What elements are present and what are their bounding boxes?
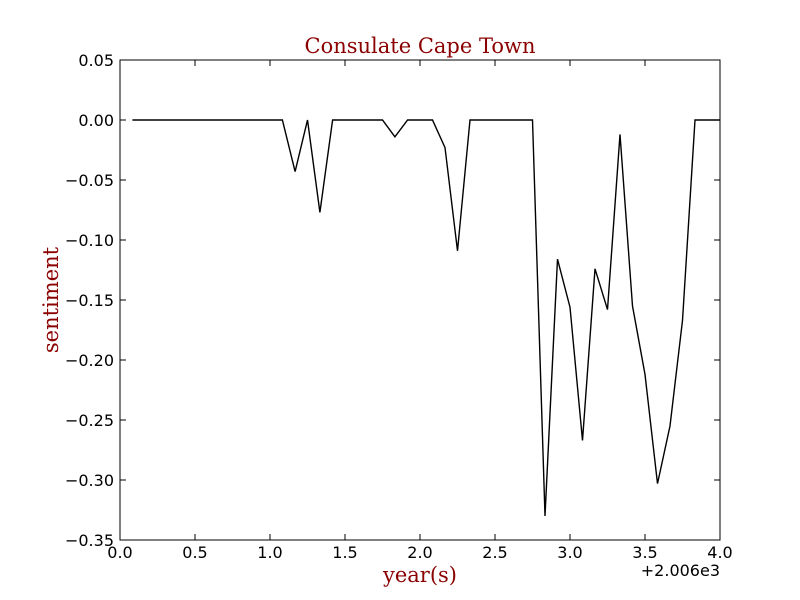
x-axis-label: year(s): [382, 563, 457, 587]
y-tick-label: −0.20: [65, 351, 114, 370]
plot-frame: [119, 59, 721, 541]
y-axis-label: sentiment: [39, 246, 63, 353]
x-tick-label: 1.5: [332, 543, 357, 562]
y-tick-label: −0.15: [65, 291, 114, 310]
y-tick-label: −0.30: [65, 471, 114, 490]
x-tick-label: 3.0: [557, 543, 582, 562]
y-tick-label: 0.05: [78, 51, 114, 70]
x-tick-label: 0.0: [107, 543, 132, 562]
x-tick-label: 3.5: [632, 543, 657, 562]
series-line: [132, 119, 720, 517]
y-tick-label: −0.05: [65, 171, 114, 190]
x-tick-label: 2.5: [482, 543, 507, 562]
x-tick-label: 1.0: [257, 543, 282, 562]
y-tick-label: 0.00: [78, 111, 114, 130]
y-tick-label: −0.10: [65, 231, 114, 250]
x-offset-label: +2.006e3: [641, 561, 720, 580]
axis-tick-labels: 0.0 0.5 1.0 1.5 2.0 2.5 3.0 3.5 4.0 0.05 0.00 −0.05…: [65, 51, 733, 562]
x-tick-label: 4.0: [707, 543, 732, 562]
x-tick-label: 2.0: [407, 543, 432, 562]
y-tick-label: −0.25: [65, 411, 114, 430]
y-tick-label: −0.35: [65, 531, 114, 550]
x-tick-label: 0.5: [182, 543, 207, 562]
chart-title: Consulate Cape Town: [305, 34, 536, 58]
